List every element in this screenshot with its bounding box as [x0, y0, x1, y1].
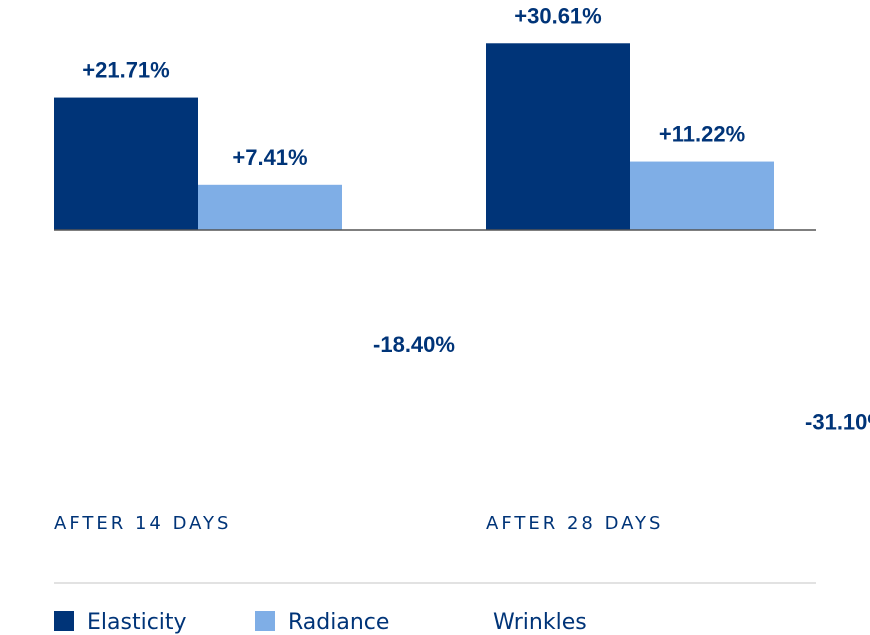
legend-item-radiance: Radiance [255, 610, 389, 635]
bar-radiance-1 [198, 184, 342, 230]
legend-swatch-elasticity [54, 611, 74, 631]
legend: Elasticity Radiance Wrinkles [54, 610, 587, 635]
value-label-radiance-2: +11.22% [659, 122, 745, 147]
legend-swatch-radiance [255, 611, 275, 631]
value-label-wrinkles-1: -18.40% [373, 332, 455, 357]
category-labels-layer: AFTER 14 DAYS AFTER 28 DAYS [54, 513, 663, 534]
value-labels-layer: +21.71% +7.41% -18.40% +30.61% +11.22% -31.10… [82, 3, 870, 434]
value-label-radiance-1: +7.41% [232, 145, 307, 170]
value-label-elasticity-2: +30.61% [514, 3, 601, 28]
legend-item-elasticity: Elasticity [54, 610, 187, 635]
legend-label-wrinkles: Wrinkles [493, 610, 587, 635]
value-label-wrinkles-2: -31.10% [805, 410, 870, 435]
bars-layer [54, 43, 870, 420]
legend-item-wrinkles: Wrinkles [493, 610, 587, 635]
legend-label-radiance: Radiance [288, 610, 389, 635]
value-label-elasticity-1: +21.71% [82, 58, 169, 83]
bar-wrinkles-1 [342, 230, 486, 343]
legend-label-elasticity: Elasticity [87, 610, 187, 635]
bar-radiance-2 [630, 161, 774, 230]
category-label-2: AFTER 28 DAYS [486, 513, 663, 534]
bar-elasticity-1 [54, 97, 198, 230]
legend-swatch-wrinkles [493, 611, 513, 631]
category-label-1: AFTER 14 DAYS [54, 513, 231, 534]
bar-wrinkles-2 [774, 230, 870, 420]
bar-elasticity-2 [486, 43, 630, 231]
